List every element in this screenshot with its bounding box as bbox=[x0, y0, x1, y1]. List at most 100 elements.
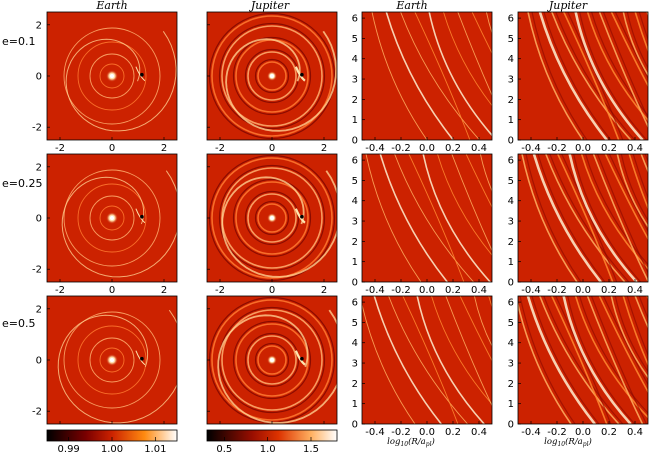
disk-panel-r2-c2-planet bbox=[300, 214, 304, 219]
st-ytick-r2-c4-6: 6 bbox=[508, 156, 514, 167]
st-ytick-r2-c3-2: 2 bbox=[352, 237, 358, 248]
ytick-r3-0: -2 bbox=[32, 407, 42, 418]
disk-panel-r3-c2-star bbox=[270, 358, 274, 362]
st-xtick-r2-c4-1: -0.2 bbox=[547, 285, 567, 296]
spacetime-panel-r2-c3-streaks bbox=[365, 154, 492, 282]
st-ytick-r1-c4-5: 5 bbox=[508, 34, 514, 45]
st-xtick-r3-c4-0: -0.4 bbox=[521, 427, 541, 438]
st-ytick-r1-c4-1: 1 bbox=[508, 115, 514, 126]
st-ytick-r2-c3-0: 0 bbox=[352, 278, 358, 289]
st-xtick-r2-c3-2: 0.0 bbox=[419, 285, 435, 296]
st-ytick-r1-c3-3: 3 bbox=[352, 75, 358, 86]
xtick-r2-c2-0: -2 bbox=[215, 285, 225, 296]
st-ytick-r1-c3-4: 4 bbox=[352, 54, 358, 65]
xtick-r1-c2-2: 2 bbox=[321, 143, 327, 154]
column-title-1: Earth bbox=[95, 0, 127, 12]
panel-grid: -2 -2 0 0 2 2 -2 0 2 -2 -2 0 0 2 2 -2 0 2 -2 0 2 -0.4 -0.2 0.0 0… bbox=[32, 11, 649, 438]
xtick-r2-c1-0: -2 bbox=[55, 285, 65, 296]
st-ytick-r2-c4-4: 4 bbox=[508, 196, 514, 207]
st-ytick-r1-c3-1: 1 bbox=[352, 115, 358, 126]
spacetime-panel-r2-c4 bbox=[518, 154, 648, 282]
spacetime-panel-r3-c3-streaks bbox=[362, 296, 492, 424]
row-label-1: e=0.1 bbox=[2, 35, 35, 48]
st-xtick-r1-c3-3: 0.2 bbox=[445, 143, 461, 154]
ytick-r2-0: -2 bbox=[32, 265, 42, 276]
xtick-r1-c1-2: 2 bbox=[161, 143, 167, 154]
xtick-r2-c2-1: 0 bbox=[269, 285, 275, 296]
st-ytick-r3-c3-3: 3 bbox=[352, 359, 358, 370]
spacetime-panel-r2-c3 bbox=[362, 154, 492, 282]
st-xtick-r3-c4-3: 0.2 bbox=[601, 427, 617, 438]
st-xtick-r3-c4-1: -0.2 bbox=[547, 427, 567, 438]
st-xtick-r1-c3-0: -0.4 bbox=[365, 143, 385, 154]
st-xtick-r3-c3-3: 0.2 bbox=[445, 427, 461, 438]
ytick-r2-1: 0 bbox=[36, 214, 42, 225]
spacetime-panel-r1-c4-streaks bbox=[527, 12, 648, 140]
colorbar-jupiter bbox=[206, 429, 338, 442]
st-xtick-r2-c3-3: 0.2 bbox=[445, 285, 461, 296]
ytick-r3-1: 0 bbox=[36, 356, 42, 367]
colorbar-tick-0-1: 1.00 bbox=[101, 444, 123, 452]
disk-panel-r2-c2-star bbox=[270, 216, 274, 220]
st-xtick-r2-c4-3: 0.2 bbox=[601, 285, 617, 296]
st-xtick-r2-c3-4: 0.4 bbox=[471, 285, 487, 296]
colorbar-tick-1-1: 1.0 bbox=[260, 444, 276, 452]
st-xtick-r1-c4-1: -0.2 bbox=[547, 143, 567, 154]
st-ytick-r3-c3-1: 1 bbox=[352, 399, 358, 410]
st-ytick-r1-c3-2: 2 bbox=[352, 95, 358, 106]
st-ytick-r1-c3-5: 5 bbox=[352, 34, 358, 45]
xtick-r2-c2-2: 2 bbox=[321, 285, 327, 296]
spacetime-panel-r2-c4-streaks bbox=[521, 154, 648, 282]
st-xtick-r1-c3-1: -0.2 bbox=[391, 143, 411, 154]
st-ytick-r1-c4-3: 3 bbox=[508, 75, 514, 86]
st-ytick-r2-c3-1: 1 bbox=[352, 257, 358, 268]
st-xtick-r1-c3-2: 0.0 bbox=[419, 143, 435, 154]
ytick-r2-2: 2 bbox=[36, 162, 42, 173]
xlabel-col4: log10(R/apl) bbox=[544, 436, 592, 448]
st-xtick-r2-c3-0: -0.4 bbox=[365, 285, 385, 296]
column-title-4: Jupiter bbox=[547, 0, 588, 12]
st-ytick-r2-c4-5: 5 bbox=[508, 176, 514, 187]
disk-panel-r1-c2-star bbox=[270, 74, 274, 78]
st-ytick-r1-c4-4: 4 bbox=[508, 54, 514, 65]
disk-panel-r3-c1-structure bbox=[57, 309, 177, 424]
st-ytick-r3-c3-5: 5 bbox=[352, 318, 358, 329]
colorbar-tick-0-0: 0.99 bbox=[58, 444, 80, 452]
st-xtick-r1-c4-0: -0.4 bbox=[521, 143, 541, 154]
xtick-r1-c2-0: -2 bbox=[215, 143, 225, 154]
ytick-r1-2: 2 bbox=[36, 20, 42, 31]
st-xtick-r3-c3-2: 0.0 bbox=[419, 427, 435, 438]
st-ytick-r2-c4-3: 3 bbox=[508, 217, 514, 228]
st-ytick-r3-c4-2: 2 bbox=[508, 379, 514, 390]
disk-panel-r2-c1-planet bbox=[140, 214, 144, 219]
st-ytick-r1-c4-0: 0 bbox=[508, 136, 514, 147]
st-xtick-r3-c3-4: 0.4 bbox=[471, 427, 487, 438]
row-label-3: e=0.5 bbox=[2, 317, 35, 330]
st-ytick-r3-c4-3: 3 bbox=[508, 359, 514, 370]
colorbar-tick-1-2: 1.5 bbox=[303, 444, 319, 452]
st-ytick-r1-c4-2: 2 bbox=[508, 95, 514, 106]
st-ytick-r2-c4-0: 0 bbox=[508, 278, 514, 289]
st-xtick-r3-c3-0: -0.4 bbox=[365, 427, 385, 438]
disk-panel-r3-c1-planet bbox=[140, 356, 144, 361]
disk-panel-r1-c2-planet bbox=[300, 72, 304, 77]
st-xtick-r1-c3-4: 0.4 bbox=[471, 143, 487, 154]
st-xtick-r3-c4-4: 0.4 bbox=[627, 427, 643, 438]
st-xtick-r2-c4-4: 0.4 bbox=[627, 285, 643, 296]
st-ytick-r3-c4-4: 4 bbox=[508, 338, 514, 349]
st-ytick-r3-c3-6: 6 bbox=[352, 298, 358, 309]
spacetime-panel-r1-c3 bbox=[362, 12, 492, 140]
colorbar-tick-0-2: 1.01 bbox=[144, 444, 166, 452]
st-ytick-r2-c3-5: 5 bbox=[352, 176, 358, 187]
st-ytick-r1-c4-6: 6 bbox=[508, 14, 514, 25]
st-ytick-r2-c3-3: 3 bbox=[352, 217, 358, 228]
disk-panel-r2-c1-structure bbox=[61, 169, 177, 278]
st-xtick-r1-c4-3: 0.2 bbox=[601, 143, 617, 154]
ytick-r1-0: -2 bbox=[32, 123, 42, 134]
spacetime-panel-r3-c4-streaks bbox=[518, 296, 648, 424]
disk-panel-r3-c1-star bbox=[110, 358, 114, 362]
st-ytick-r2-c3-6: 6 bbox=[352, 156, 358, 167]
xtick-r2-c1-1: 0 bbox=[109, 285, 115, 296]
xtick-r1-c1-1: 0 bbox=[109, 143, 115, 154]
